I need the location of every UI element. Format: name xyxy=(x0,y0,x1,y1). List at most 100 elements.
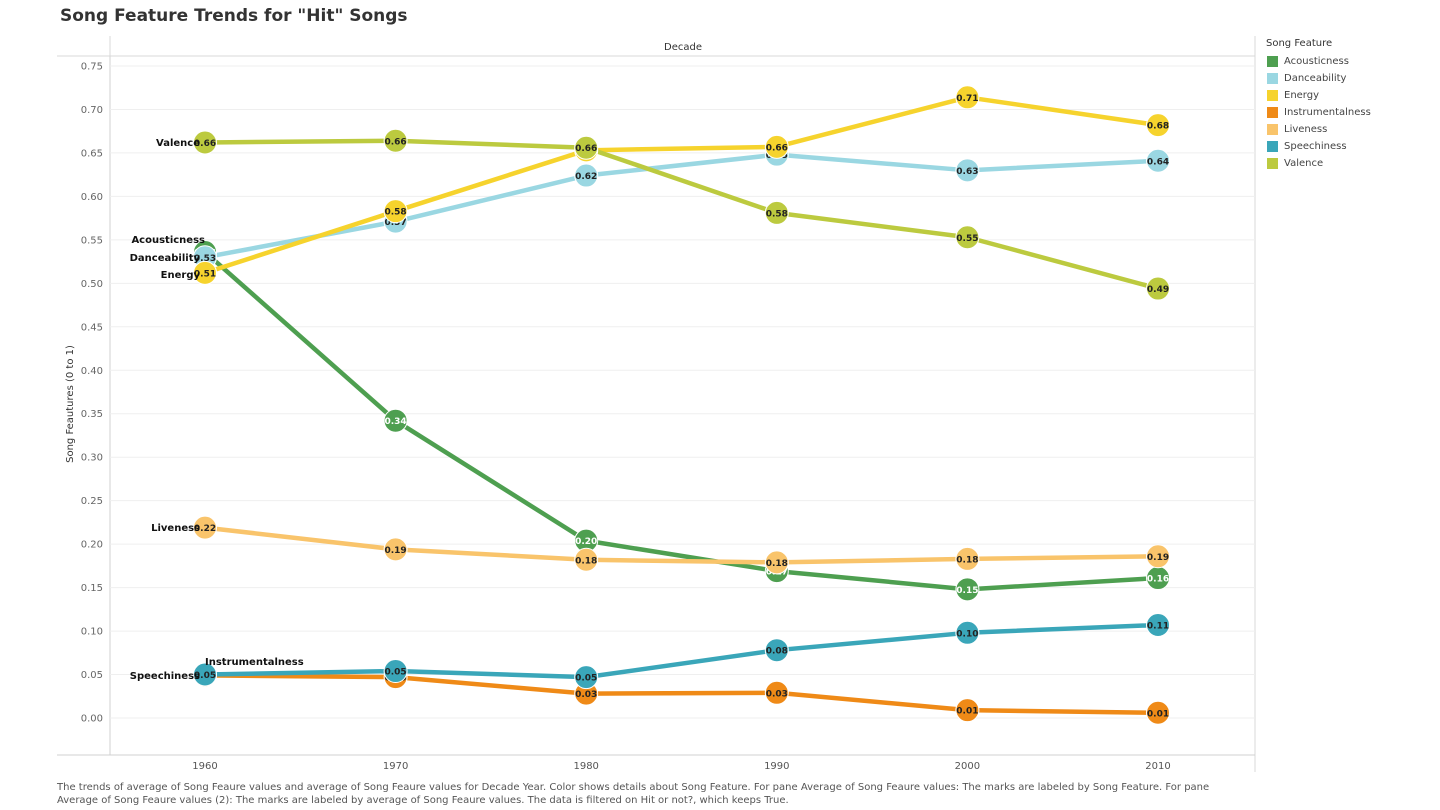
legend-item-instrumentalness[interactable]: Instrumentalness xyxy=(1267,104,1434,121)
data-point xyxy=(764,638,789,663)
x-tick-label: 1980 xyxy=(573,761,598,772)
data-label: 0.58 xyxy=(766,209,788,219)
data-label: 0.64 xyxy=(1147,157,1169,167)
data-label: 0.66 xyxy=(384,137,406,147)
legend-swatch xyxy=(1267,73,1278,84)
legend-item-liveness[interactable]: Liveness xyxy=(1267,121,1434,138)
y-tick-label: 0.15 xyxy=(81,583,103,594)
y-axis-label: Song Feautures (0 to 1) xyxy=(65,345,76,463)
legend-item-speechiness[interactable]: Speechiness xyxy=(1267,138,1434,155)
data-point xyxy=(1146,612,1170,637)
data-point xyxy=(955,577,980,602)
data-label: 0.03 xyxy=(766,689,788,699)
data-point xyxy=(1146,544,1170,569)
series-line-acousticness xyxy=(202,249,1161,592)
data-point xyxy=(383,199,408,224)
data-label: 0.66 xyxy=(194,139,216,149)
y-tick-label: 0.00 xyxy=(81,714,103,725)
series-markers-speechiness: 0.05 0.05 0.05 0.08 0.10 0.11 xyxy=(193,612,1170,690)
series-line-danceability xyxy=(202,152,1161,260)
data-label: 0.05 xyxy=(575,674,597,684)
y-tick-label: 0.35 xyxy=(81,409,103,420)
y-tick-label: 0.30 xyxy=(81,453,103,464)
legend-swatch xyxy=(1267,158,1278,169)
data-label: 0.18 xyxy=(575,556,597,566)
legend-title: Song Feature xyxy=(1266,38,1333,49)
chart-caption: The trends of average of Song Feaure val… xyxy=(57,782,1210,806)
data-label: 0.63 xyxy=(956,167,978,177)
series-markers-valence: 0.66 0.66 0.66 0.58 0.55 0.49 xyxy=(193,128,1170,301)
data-point xyxy=(574,135,599,160)
data-point xyxy=(955,698,980,723)
y-tick-label: 0.75 xyxy=(81,62,103,73)
data-label: 0.53 xyxy=(194,254,216,264)
data-point xyxy=(193,515,217,540)
data-label: 0.55 xyxy=(956,234,978,244)
x-header: Decade xyxy=(664,42,702,53)
data-point xyxy=(193,130,217,155)
data-label: 0.10 xyxy=(956,629,978,639)
legend-item-danceability[interactable]: Danceability xyxy=(1267,70,1434,87)
series-line-valence xyxy=(202,138,1161,291)
legend-swatch xyxy=(1267,124,1278,135)
series-name-label-instrumentalness: Instrumentalness xyxy=(205,657,304,668)
data-label: 0.18 xyxy=(766,559,788,569)
data-label: 0.62 xyxy=(575,172,597,182)
series-name-label-acousticness: Acousticness xyxy=(131,235,205,246)
data-label: 0.05 xyxy=(384,668,406,678)
y-tick-label: 0.25 xyxy=(81,496,103,507)
y-tick-label: 0.10 xyxy=(81,627,103,638)
series-line-energy xyxy=(202,95,1161,276)
data-label: 0.16 xyxy=(1147,575,1169,585)
x-tick-label: 2010 xyxy=(1145,761,1170,772)
data-point xyxy=(574,163,599,188)
series-name-label-danceability: Danceability xyxy=(130,253,201,264)
data-label: 0.19 xyxy=(384,546,406,556)
y-tick-label: 0.40 xyxy=(81,366,103,377)
data-point xyxy=(955,546,980,571)
data-point xyxy=(764,200,789,225)
data-label: 0.58 xyxy=(384,208,406,218)
x-tick-label: 1990 xyxy=(764,761,789,772)
y-tick-label: 0.20 xyxy=(81,540,103,551)
data-label: 0.49 xyxy=(1147,285,1169,295)
legend-item-valence[interactable]: Valence xyxy=(1267,155,1434,172)
legend-swatch xyxy=(1267,107,1278,118)
data-label: 0.08 xyxy=(766,647,788,657)
data-point xyxy=(1146,148,1170,173)
data-point xyxy=(383,128,408,153)
legend-swatch xyxy=(1267,90,1278,101)
chart-title: Song Feature Trends for "Hit" Songs xyxy=(60,6,408,26)
data-label: 0.15 xyxy=(956,586,978,596)
legend-item-energy[interactable]: Energy xyxy=(1267,87,1434,104)
series-name-label-liveness: Liveness xyxy=(151,523,200,534)
data-label: 0.71 xyxy=(956,94,978,104)
y-tick-label: 0.05 xyxy=(81,670,103,681)
data-point xyxy=(383,659,408,684)
y-tick-label: 0.60 xyxy=(81,192,103,203)
data-point xyxy=(955,225,980,250)
legend-label: Valence xyxy=(1284,158,1324,169)
data-label: 0.68 xyxy=(1147,122,1169,132)
legend-item-acousticness[interactable]: Acousticness xyxy=(1267,53,1434,70)
legend-label: Acousticness xyxy=(1284,56,1349,67)
data-label: 0.20 xyxy=(575,537,597,547)
data-label: 0.22 xyxy=(194,524,216,534)
data-point xyxy=(1146,700,1170,725)
series-line-speechiness xyxy=(202,622,1161,680)
data-label: 0.05 xyxy=(194,671,216,681)
legend-swatch xyxy=(1267,141,1278,152)
x-tick-label: 2000 xyxy=(955,761,980,772)
data-label: 0.03 xyxy=(575,690,597,700)
legend-label: Liveness xyxy=(1284,124,1328,135)
data-label: 0.51 xyxy=(194,269,216,279)
x-tick-label: 1970 xyxy=(383,761,408,772)
data-point xyxy=(193,260,217,285)
data-point xyxy=(764,550,789,575)
data-label: 0.01 xyxy=(956,707,978,717)
series-name-label-valence: Valence xyxy=(156,138,200,149)
data-point xyxy=(764,680,789,705)
data-label: 0.11 xyxy=(1147,621,1169,631)
y-tick-label: 0.55 xyxy=(81,235,103,246)
